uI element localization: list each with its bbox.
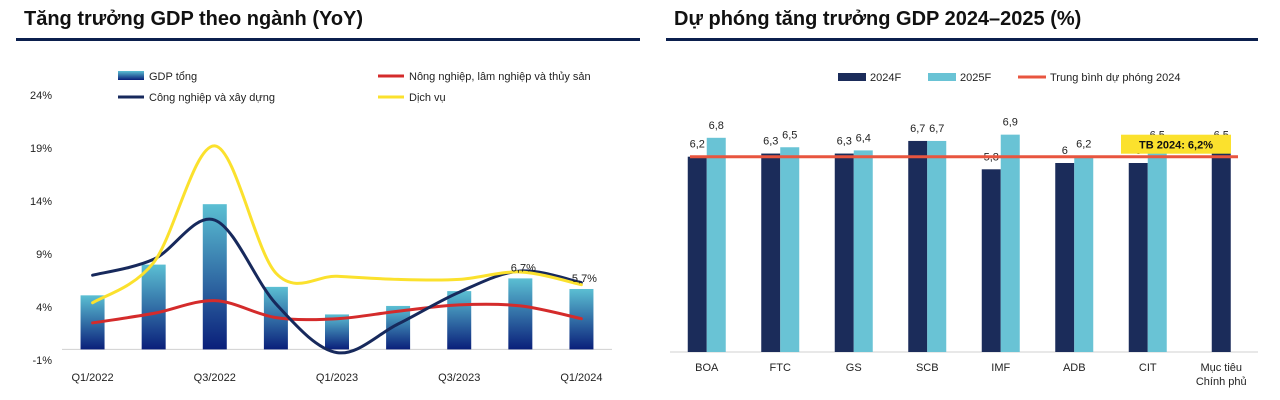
bar-2025f <box>1074 156 1094 352</box>
legend-label: 2025F <box>960 72 991 84</box>
chart-title: Tăng trưởng GDP theo ngành (YoY) <box>24 8 364 30</box>
legend-swatch-gdp-total <box>118 71 144 80</box>
title-divider <box>666 38 1258 41</box>
gdp-sector-chart: -1% 4% 9% 14% 19% 24% Q1/2022 Q3/2022 Q1/2023 Q3/… <box>30 71 612 384</box>
bar-2024f <box>1211 147 1231 352</box>
bar-2024f <box>834 153 854 352</box>
y-tick-label: 19% <box>30 143 52 155</box>
x-tick-label: FTC <box>770 362 791 374</box>
bar-2024f <box>1055 163 1075 352</box>
bar-gdp-total <box>202 204 227 350</box>
x-tick-label: Q3/2022 <box>194 372 236 384</box>
y-tick-label: 9% <box>36 249 52 261</box>
legend-label: 2024F <box>870 72 901 84</box>
bar-gdp-total <box>141 264 166 350</box>
x-tick-label: Q3/2023 <box>438 372 480 384</box>
legend-label: Dịch vụ <box>409 92 446 104</box>
data-label: 6,7% <box>511 262 536 274</box>
x-tick-label: GS <box>846 362 862 374</box>
y-tick-label: -1% <box>32 355 52 367</box>
bar-2024f <box>981 169 1001 352</box>
x-tick-label: Q1/2024 <box>560 372 602 384</box>
data-label-2024f: 6,3 <box>837 136 852 148</box>
line-services <box>91 144 583 305</box>
data-label-2024f: 6,3 <box>763 136 778 148</box>
legend-swatch-2025f <box>928 73 956 81</box>
bar-2025f <box>1147 147 1167 352</box>
title-divider <box>16 38 640 41</box>
data-label-2025f: 6,7 <box>929 123 944 135</box>
gdp-sector-panel: Tăng trưởng GDP theo ngành (YoY) -1% 4% 9%… <box>16 8 640 384</box>
average-annotation-label: TB 2024: 6,2% <box>1139 140 1213 152</box>
x-tick-label: BOA <box>695 362 719 374</box>
x-tick-label: SCB <box>916 362 939 374</box>
data-label-2025f: 6,8 <box>709 120 724 132</box>
bar-2025f <box>706 137 726 352</box>
bar-2025f <box>780 147 800 352</box>
legend-label: Công nghiệp và xây dựng <box>149 92 275 104</box>
legend-label: GDP tổng <box>149 71 197 83</box>
bar-2025f <box>927 140 947 352</box>
y-tick-label: 14% <box>30 196 52 208</box>
x-tick-label: IMF <box>991 362 1010 374</box>
x-tick-label: Mục tiêu <box>1200 362 1242 374</box>
bar-2024f <box>761 153 781 352</box>
bar-2025f <box>853 150 873 352</box>
data-label-2024f: 6,7 <box>910 123 925 135</box>
bar-gdp-total <box>508 278 533 350</box>
x-tick-label: Chính phủ <box>1196 376 1247 388</box>
data-label-2025f: 6,9 <box>1003 117 1018 129</box>
data-label-2024f: 6,2 <box>690 139 705 151</box>
data-label-2025f: 6,2 <box>1076 139 1091 151</box>
chart-title: Dự phóng tăng trưởng GDP 2024–2025 (%) <box>674 8 1082 30</box>
x-tick-label: Q1/2023 <box>316 372 358 384</box>
bar-2025f <box>1000 134 1020 352</box>
line-agriculture <box>91 299 583 325</box>
y-tick-label: 4% <box>36 302 52 314</box>
x-tick-label: Q1/2022 <box>71 372 113 384</box>
bar-2024f <box>687 156 707 352</box>
data-label-2025f: 6,5 <box>782 129 797 141</box>
gdp-forecast-chart: 6,26,8BOA6,36,5FTC6,36,4GS6,76,7SCB5,86,… <box>670 72 1258 388</box>
line-industry <box>91 217 583 355</box>
data-label-2024f: 6 <box>1062 145 1068 157</box>
legend-swatch-2024f <box>838 73 866 81</box>
bar-gdp-total <box>447 291 472 350</box>
average-annotation-box <box>1121 134 1231 154</box>
x-tick-label: ADB <box>1063 362 1086 374</box>
x-tick-label: CIT <box>1139 362 1157 374</box>
data-label-2025f: 6,4 <box>856 132 871 144</box>
data-label: 5,7% <box>572 273 597 285</box>
gdp-forecast-panel: Dự phóng tăng trưởng GDP 2024–2025 (%) 6… <box>660 0 1280 400</box>
y-tick-label: 24% <box>30 90 52 102</box>
legend-label: Trung bình dự phóng 2024 <box>1050 72 1181 84</box>
bar-2024f <box>908 140 928 352</box>
legend-label: Nông nghiệp, lâm nghiệp và thủy sản <box>409 71 591 83</box>
bar-2024f <box>1128 163 1148 352</box>
